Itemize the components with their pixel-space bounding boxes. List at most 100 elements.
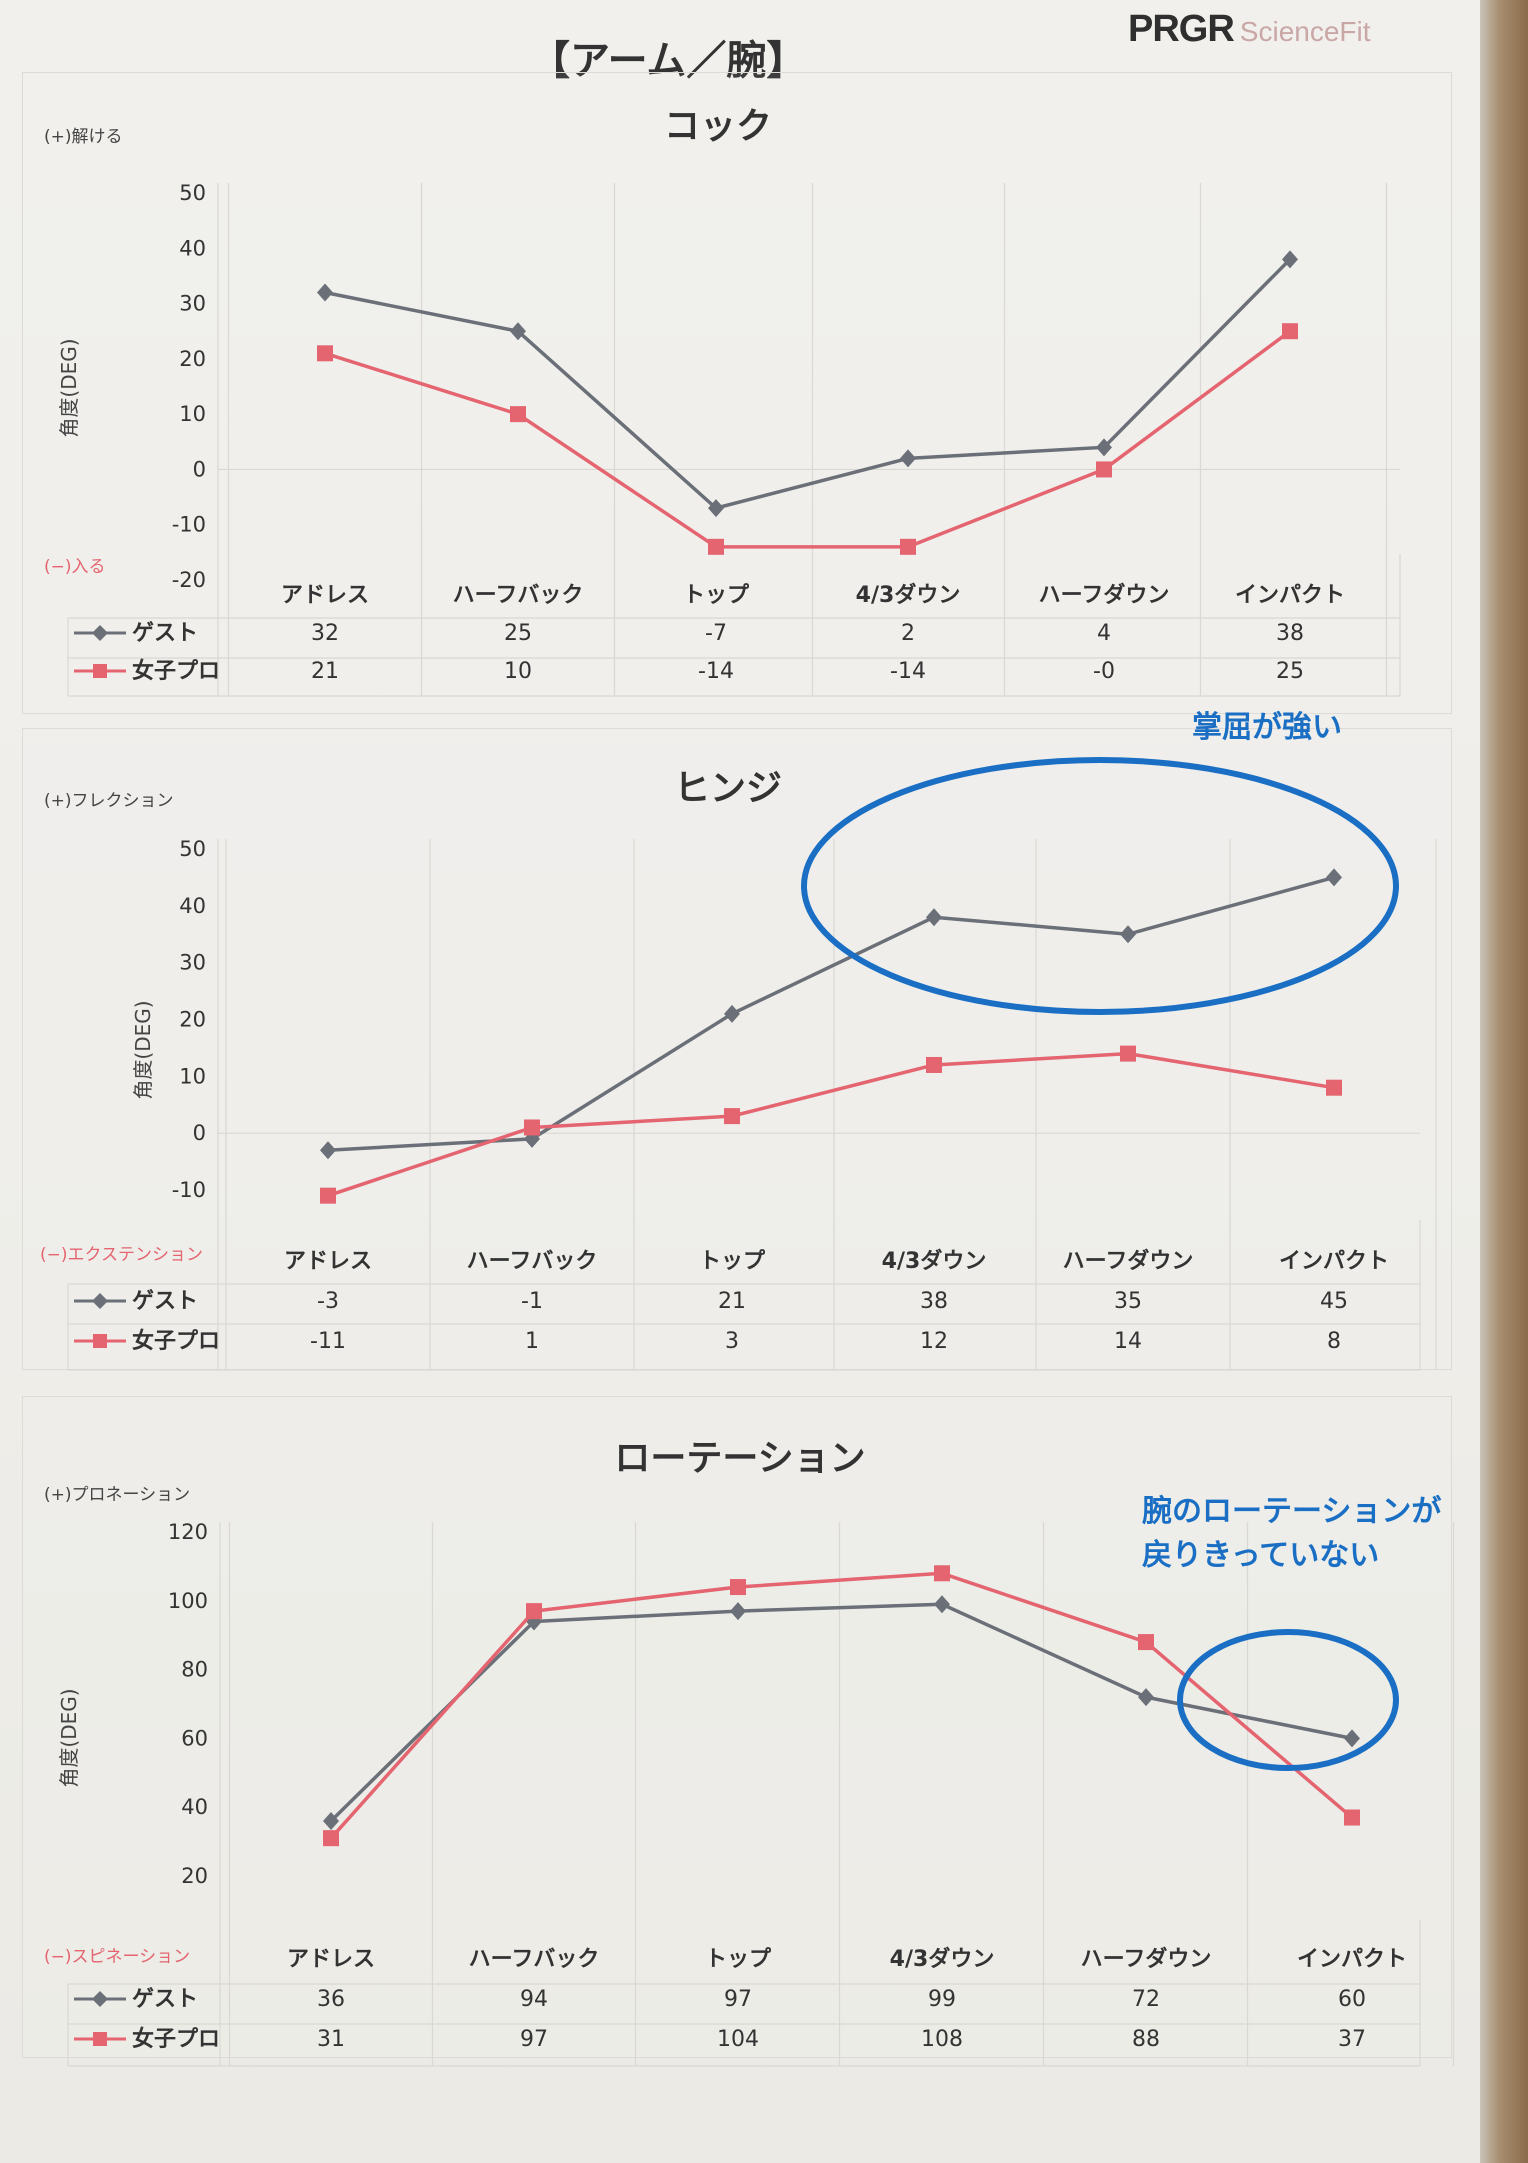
negative-direction-label: (−)スピネーション	[44, 1947, 190, 1967]
data-point-pro	[320, 1187, 336, 1204]
table-value-cell: 14	[1114, 1329, 1142, 1354]
series-line-guest	[324, 258, 1292, 510]
data-point-pro	[526, 1603, 542, 1620]
legend-marker-square	[93, 1334, 107, 1348]
data-point-guest	[510, 322, 526, 341]
table-edge	[1480, 0, 1528, 2163]
data-point-pro	[323, 1830, 339, 1847]
table-value-cell: 31	[317, 2027, 345, 2052]
data-point-pro	[900, 538, 916, 555]
annotation-rotation-line1: 腕のローテーションが	[1142, 1494, 1442, 1529]
x-category-label: インパクト	[1279, 1249, 1389, 1274]
positive-direction-label: (+)解ける	[44, 127, 123, 147]
data-point-guest	[320, 1141, 336, 1160]
data-point-guest	[317, 283, 333, 302]
table-value-cell: 60	[1338, 1987, 1366, 2012]
x-category-label: 4/3ダウン	[856, 582, 961, 608]
x-category-label: インパクト	[1235, 583, 1345, 608]
y-tick-label: 10	[179, 402, 206, 426]
legend-series-name: 女子プロ	[132, 658, 220, 684]
y-tick-label: 20	[179, 347, 206, 371]
y-tick-label: -20	[172, 568, 206, 592]
positive-direction-label: (+)フレクション	[44, 791, 174, 811]
negative-direction-label: (−)入る	[44, 557, 106, 577]
table-value-cell: 72	[1132, 1987, 1160, 2012]
y-tick-label: 60	[181, 1726, 208, 1750]
series-line-guest	[327, 875, 1335, 1152]
legend-marker-diamond	[92, 625, 108, 641]
table-value-cell: 21	[718, 1289, 746, 1314]
y-tick-label: 0	[193, 457, 206, 481]
table-value-cell: 21	[311, 659, 339, 684]
series-line-pro	[327, 1051, 1335, 1198]
table-value-cell: 38	[1276, 621, 1304, 646]
data-point-pro	[1138, 1634, 1154, 1651]
table-value-cell: 4	[1097, 621, 1111, 646]
data-point-pro	[1120, 1045, 1136, 1062]
x-category-label: トップ	[705, 1947, 772, 1972]
data-point-guest	[1120, 925, 1136, 944]
data-point-pro	[1282, 323, 1298, 340]
y-tick-label: 120	[168, 1520, 208, 1544]
data-point-pro	[724, 1108, 740, 1125]
table-value-cell: -11	[310, 1329, 346, 1354]
table-value-cell: -0	[1093, 659, 1115, 684]
table-value-cell: -7	[705, 621, 727, 646]
data-point-pro	[708, 538, 724, 555]
y-tick-label: -10	[172, 513, 206, 537]
y-tick-label: 80	[181, 1658, 208, 1682]
x-category-label: インパクト	[1297, 1947, 1407, 1972]
annotation-ellipse-rotation	[1177, 1629, 1399, 1771]
data-point-pro	[524, 1119, 540, 1136]
data-point-guest	[1096, 438, 1112, 457]
table-value-cell: 108	[921, 2027, 963, 2052]
x-category-label: ハーフバック	[453, 583, 584, 608]
legend-series-name: ゲスト	[132, 621, 198, 646]
table-value-cell: 2	[901, 621, 915, 646]
annotation-rotation-line2: 戻りきっていない	[1142, 1538, 1380, 1573]
brand-logo: PRGR ScienceFit	[1128, 8, 1371, 51]
table-value-cell: -1	[521, 1289, 543, 1314]
data-point-pro	[1344, 1809, 1360, 1826]
y-tick-label: 30	[179, 292, 206, 316]
y-tick-label: 50	[179, 837, 206, 861]
chart-title: ローテーション	[614, 1438, 865, 1479]
x-category-label: 4/3ダウン	[882, 1248, 987, 1274]
table-value-cell: 94	[520, 1987, 548, 2012]
data-point-guest	[934, 1595, 950, 1614]
table-value-cell: -14	[698, 659, 734, 684]
data-point-guest	[730, 1602, 746, 1621]
data-point-pro	[317, 345, 333, 362]
data-point-guest	[926, 908, 942, 927]
data-point-guest	[900, 449, 916, 468]
data-point-pro	[926, 1056, 942, 1073]
y-tick-label: -10	[172, 1178, 206, 1202]
brand-name: PRGR	[1128, 8, 1235, 50]
panel-hinge-frame	[22, 728, 1452, 1370]
y-axis-label: 角度(DEG)	[131, 1000, 155, 1099]
y-tick-label: 20	[181, 1864, 208, 1888]
y-tick-label: 40	[181, 1795, 208, 1819]
data-point-guest	[1326, 868, 1342, 887]
table-value-cell: 32	[311, 621, 339, 646]
table-value-cell: 3	[725, 1329, 739, 1354]
legend-series-name: ゲスト	[132, 1289, 198, 1314]
x-category-label: ハーフバック	[467, 1249, 598, 1274]
legend-series-name: 女子プロ	[132, 2026, 220, 2052]
table-value-cell: 97	[520, 2027, 548, 2052]
table-value-cell: 35	[1114, 1289, 1142, 1314]
table-value-cell: 104	[717, 2027, 759, 2052]
table-value-cell: -3	[317, 1289, 339, 1314]
data-point-pro	[510, 406, 526, 423]
data-point-guest	[708, 499, 724, 518]
y-tick-label: 40	[179, 236, 206, 260]
x-category-label: アドレス	[287, 1947, 375, 1972]
table-value-cell: 10	[504, 659, 532, 684]
data-point-guest	[323, 1811, 339, 1830]
table-value-cell: -14	[890, 659, 926, 684]
legend-series-name: 女子プロ	[132, 1328, 220, 1354]
data-point-guest	[1344, 1729, 1360, 1748]
table-value-cell: 25	[1276, 659, 1304, 684]
annotation-palmar-flexion: 掌屈が強い	[1192, 710, 1342, 745]
